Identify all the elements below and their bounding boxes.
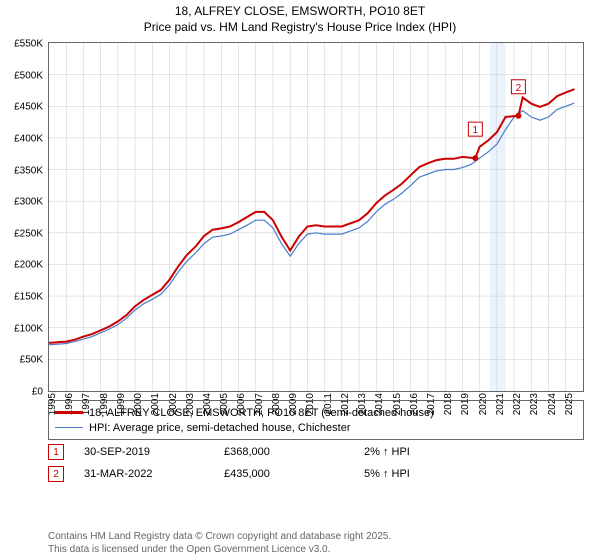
sale-delta-1: 2% ↑ HPI	[364, 446, 410, 458]
y-tick-label: £450K	[14, 102, 43, 113]
legend-item: 18, ALFREY CLOSE, EMSWORTH, PO10 8ET (se…	[55, 405, 577, 420]
sale-badge-2: 2	[48, 466, 64, 482]
sale-row-2: 2 31-MAR-2022 £435,000 5% ↑ HPI	[48, 466, 584, 482]
y-tick-label: £250K	[14, 228, 43, 239]
y-tick-label: £500K	[14, 70, 43, 81]
title-line-2: Price paid vs. HM Land Registry's House …	[144, 20, 456, 34]
y-tick-label: £550K	[14, 39, 43, 50]
license-line-1: Contains HM Land Registry data © Crown c…	[48, 531, 391, 542]
y-tick-label: £0	[32, 387, 43, 398]
legend-swatch	[55, 411, 83, 414]
license-line-2: This data is licensed under the Open Gov…	[48, 544, 330, 555]
title-line-1: 18, ALFREY CLOSE, EMSWORTH, PO10 8ET	[175, 4, 425, 18]
sale-price-2: £435,000	[224, 468, 364, 480]
chart-plot-area: 12 £0£50K£100K£150K£200K£250K£300K£350K£…	[48, 42, 584, 392]
sale-date-2: 31-MAR-2022	[84, 468, 224, 480]
legend-item: HPI: Average price, semi-detached house,…	[55, 420, 577, 435]
y-tick-label: £100K	[14, 323, 43, 334]
legend-swatch	[55, 427, 83, 428]
sale-date-1: 30-SEP-2019	[84, 446, 224, 458]
legend: 18, ALFREY CLOSE, EMSWORTH, PO10 8ET (se…	[48, 400, 584, 440]
y-tick-label: £150K	[14, 292, 43, 303]
svg-text:1: 1	[473, 125, 479, 136]
chart-title: 18, ALFREY CLOSE, EMSWORTH, PO10 8ET Pri…	[0, 0, 600, 35]
legend-label: HPI: Average price, semi-detached house,…	[89, 422, 351, 434]
chart-svg: 12	[49, 43, 583, 391]
y-tick-label: £50K	[20, 355, 43, 366]
svg-text:2: 2	[516, 83, 522, 94]
license-text: Contains HM Land Registry data © Crown c…	[48, 530, 584, 556]
sale-delta-2: 5% ↑ HPI	[364, 468, 410, 480]
y-tick-label: £350K	[14, 165, 43, 176]
sale-badge-1: 1	[48, 444, 64, 460]
sale-row-1: 1 30-SEP-2019 £368,000 2% ↑ HPI	[48, 444, 584, 460]
y-tick-label: £400K	[14, 133, 43, 144]
legend-label: 18, ALFREY CLOSE, EMSWORTH, PO10 8ET (se…	[89, 407, 434, 419]
y-tick-label: £200K	[14, 260, 43, 271]
y-tick-label: £300K	[14, 197, 43, 208]
sale-price-1: £368,000	[224, 446, 364, 458]
